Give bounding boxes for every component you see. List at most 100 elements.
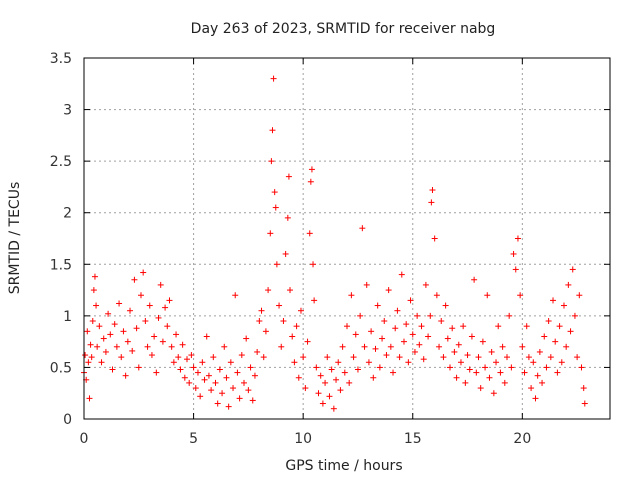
- data-point: [282, 250, 289, 257]
- data-point: [436, 343, 443, 350]
- data-point: [488, 348, 495, 355]
- data-point: [304, 338, 311, 345]
- data-point: [569, 266, 576, 273]
- data-point: [337, 387, 344, 394]
- data-point: [98, 359, 105, 366]
- data-point: [120, 328, 127, 335]
- data-point: [501, 379, 508, 386]
- data-point: [339, 343, 346, 350]
- data-point: [236, 395, 243, 402]
- data-point: [271, 189, 278, 196]
- data-point: [157, 281, 164, 288]
- data-point: [545, 318, 552, 325]
- data-point: [162, 304, 169, 311]
- data-point: [416, 341, 423, 348]
- data-point: [311, 297, 318, 304]
- data-point: [428, 199, 435, 206]
- data-point: [508, 364, 515, 371]
- x-tick-label: 5: [189, 431, 198, 447]
- data-point: [486, 374, 493, 381]
- data-point: [482, 364, 489, 371]
- data-point: [214, 400, 221, 407]
- data-point: [552, 338, 559, 345]
- data-point: [484, 292, 491, 299]
- data-point: [249, 397, 256, 404]
- data-point: [85, 359, 92, 366]
- data-point: [94, 343, 101, 350]
- data-point: [326, 393, 333, 400]
- data-point: [525, 354, 532, 361]
- data-point: [558, 359, 565, 366]
- y-tick-label: 0.5: [50, 360, 72, 376]
- data-point: [344, 323, 350, 330]
- data-point: [144, 343, 151, 350]
- data-point: [493, 359, 500, 366]
- y-tick-label: 2.5: [50, 154, 72, 170]
- data-point: [576, 292, 583, 299]
- data-point: [88, 354, 95, 361]
- data-point: [190, 364, 197, 371]
- data-point: [280, 318, 287, 325]
- data-point: [451, 348, 458, 355]
- data-point: [490, 390, 497, 397]
- data-point: [346, 379, 353, 386]
- data-point: [269, 127, 276, 134]
- data-point: [547, 354, 554, 361]
- data-point: [87, 341, 94, 348]
- y-tick-labels: 0 0.5 1 1.5 2 2.5 3 3.5: [50, 51, 72, 428]
- data-point: [503, 354, 510, 361]
- data-point: [84, 328, 91, 335]
- data-point: [438, 318, 445, 325]
- data-point: [164, 323, 171, 330]
- data-point: [276, 302, 283, 309]
- data-point: [153, 369, 160, 376]
- y-tick-label: 3.5: [50, 51, 72, 67]
- data-point: [225, 403, 232, 410]
- data-point: [530, 359, 537, 366]
- data-point: [370, 374, 377, 381]
- data-point: [265, 287, 272, 294]
- data-point: [457, 359, 464, 366]
- data-point: [324, 354, 331, 361]
- data-point: [221, 343, 228, 350]
- data-point: [227, 359, 234, 366]
- data-point: [310, 261, 317, 268]
- data-point: [243, 335, 250, 342]
- data-point: [251, 372, 258, 379]
- data-point: [475, 354, 482, 361]
- data-point: [517, 292, 524, 299]
- data-point: [580, 385, 587, 392]
- x-tick-labels: 0 5 10 15 20: [80, 431, 532, 447]
- data-point: [418, 323, 425, 330]
- data-point: [554, 369, 561, 376]
- data-point: [420, 356, 427, 363]
- data-point: [302, 385, 309, 392]
- data-point: [497, 369, 504, 376]
- data-point: [137, 292, 144, 299]
- data-point: [306, 230, 313, 237]
- data-point: [260, 354, 267, 361]
- data-point: [532, 395, 539, 402]
- data-point: [541, 333, 548, 340]
- data-point: [409, 331, 416, 338]
- data-point: [179, 341, 186, 348]
- x-tick-label: 10: [294, 431, 312, 447]
- x-tick-label: 20: [513, 431, 531, 447]
- data-point: [109, 366, 116, 373]
- data-point: [313, 364, 320, 371]
- data-point: [219, 390, 226, 397]
- data-point: [396, 354, 403, 361]
- x-axis-label: GPS time / hours: [285, 458, 402, 474]
- data-point: [148, 352, 155, 359]
- data-point: [232, 292, 239, 299]
- data-point: [262, 328, 269, 335]
- data-point: [550, 297, 557, 304]
- data-point: [563, 343, 570, 350]
- data-point: [210, 354, 217, 361]
- data-point: [368, 328, 375, 335]
- y-tick-label: 2: [63, 206, 72, 222]
- data-point: [268, 158, 275, 165]
- data-point: [581, 400, 588, 407]
- data-point: [536, 348, 543, 355]
- data-point: [234, 369, 241, 376]
